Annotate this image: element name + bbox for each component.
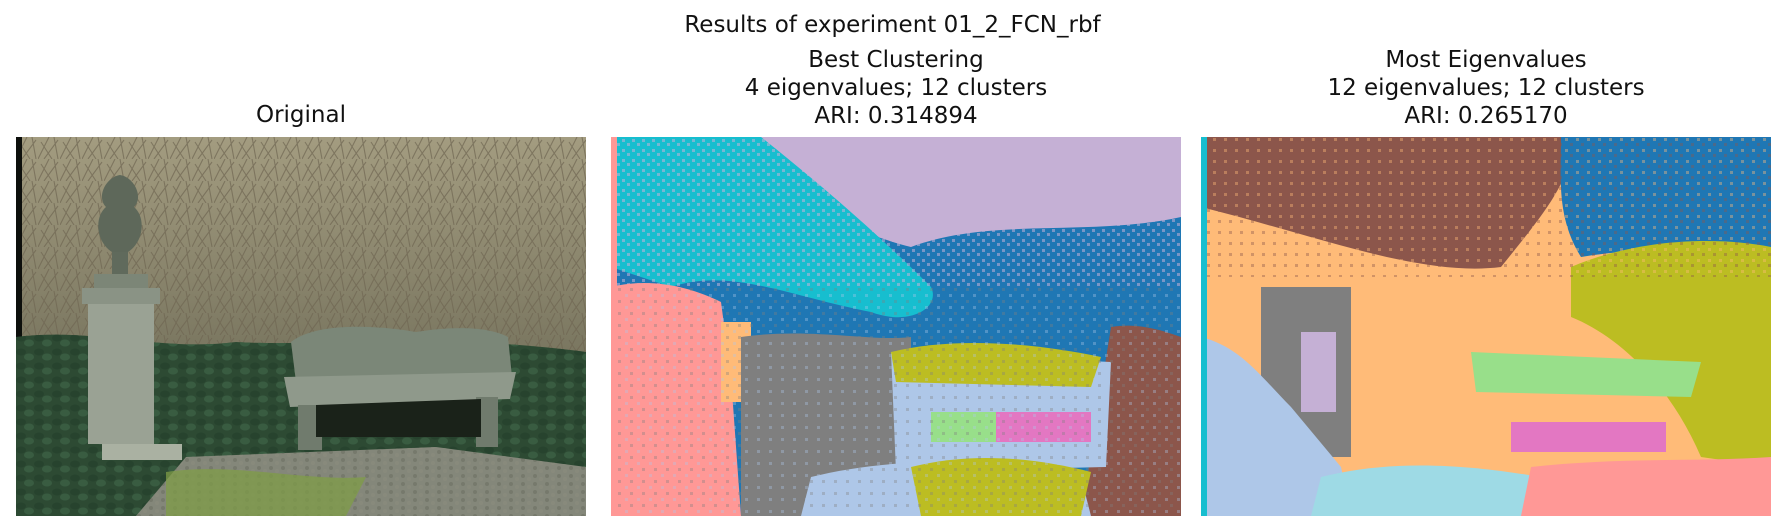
panel-title-most: Most Eigenvalues 12 eigenvalues; 12 clus…	[1201, 46, 1771, 130]
panel-title-line: ARI: 0.265170	[1404, 103, 1568, 129]
panel-title-line: Most Eigenvalues	[1385, 47, 1587, 73]
panel-best: Best Clustering 4 eigenvalues; 12 cluste…	[611, 0, 1181, 532]
original-photo	[16, 137, 586, 516]
best-cluster-map	[611, 137, 1181, 516]
panel-title-best: Best Clustering 4 eigenvalues; 12 cluste…	[611, 46, 1181, 130]
panel-title-line: Original	[255, 102, 346, 128]
panel-title-line: 12 eigenvalues; 12 clusters	[1327, 75, 1645, 101]
panel-title-line: ARI: 0.314894	[814, 103, 978, 129]
panel-title-original: Original	[16, 101, 586, 129]
panel-title-line: Best Clustering	[808, 47, 984, 73]
most-cluster-svg	[1201, 137, 1771, 516]
best-cluster-svg	[611, 137, 1181, 516]
panel-most: Most Eigenvalues 12 eigenvalues; 12 clus…	[1201, 0, 1771, 532]
original-image	[16, 137, 586, 516]
most-cluster-map	[1201, 137, 1771, 516]
panel-original: Original	[16, 0, 586, 532]
figure-suptitle: Results of experiment 01_2_FCN_rbf	[684, 12, 1101, 38]
panel-title-line: 4 eigenvalues; 12 clusters	[744, 75, 1048, 101]
